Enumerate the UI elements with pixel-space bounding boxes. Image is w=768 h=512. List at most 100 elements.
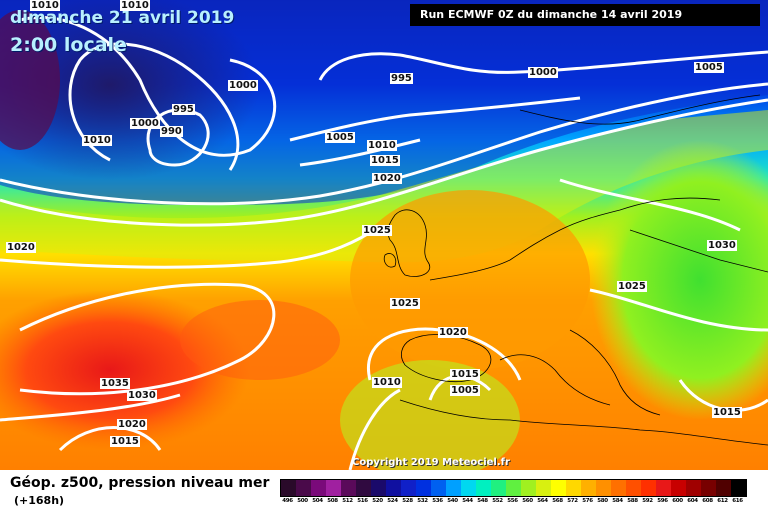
scale-label: 612 xyxy=(717,498,728,504)
isobar-label: 1000 xyxy=(228,80,258,91)
isobar-label: 1005 xyxy=(694,62,724,73)
scale-swatch xyxy=(656,480,671,496)
scale-label: 500 xyxy=(297,498,308,504)
scale-label: 604 xyxy=(687,498,698,504)
scale-label: 588 xyxy=(627,498,638,504)
isobar-label: 995 xyxy=(172,104,195,115)
scale-label: 496 xyxy=(282,498,293,504)
scale-label: 504 xyxy=(312,498,323,504)
color-scale-labels: 496 500 504 508 512 516 520 524 528 532 536 540 544 5… xyxy=(280,498,745,504)
scale-swatch xyxy=(356,480,371,496)
scale-swatch xyxy=(461,480,476,496)
isobar-label: 995 xyxy=(390,73,413,84)
isobar-label: 1010 xyxy=(372,377,402,388)
scale-swatch xyxy=(716,480,731,496)
scale-label: 592 xyxy=(642,498,653,504)
scale-swatch xyxy=(671,480,686,496)
scale-swatch xyxy=(431,480,446,496)
isobar-label: 1025 xyxy=(617,281,647,292)
isobar-label: 1000 xyxy=(130,118,160,129)
scale-swatch xyxy=(701,480,716,496)
scale-label: 600 xyxy=(672,498,683,504)
map-title: Géop. z500, pression niveau mer xyxy=(10,475,270,491)
isobar-label: 1015 xyxy=(370,155,400,166)
forecast-map: dimanche 21 avril 2019 2:00 locale Run E… xyxy=(0,0,768,470)
scale-swatch xyxy=(536,480,551,496)
isobar-label: 1020 xyxy=(6,242,36,253)
scale-swatch xyxy=(506,480,521,496)
isobar-label: 1020 xyxy=(438,327,468,338)
isobar-label: 1030 xyxy=(127,390,157,401)
isobar-label: 1025 xyxy=(390,298,420,309)
scale-swatch xyxy=(626,480,641,496)
scale-swatch xyxy=(551,480,566,496)
isobar-label: 1010 xyxy=(82,135,112,146)
scale-label: 544 xyxy=(462,498,473,504)
scale-swatch xyxy=(296,480,311,496)
scale-label: 548 xyxy=(477,498,488,504)
scale-swatch xyxy=(416,480,431,496)
scale-swatch xyxy=(341,480,356,496)
scale-swatch xyxy=(371,480,386,496)
isobar-label: 1005 xyxy=(325,132,355,143)
scale-swatch xyxy=(401,480,416,496)
copyright-notice: Copyright 2019 Meteociel.fr xyxy=(352,457,510,468)
scale-swatch xyxy=(311,480,326,496)
forecast-lead-time: (+168h) xyxy=(14,494,65,507)
scale-label: 560 xyxy=(522,498,533,504)
scale-swatch xyxy=(641,480,656,496)
scale-label: 524 xyxy=(387,498,398,504)
map-footer: Géop. z500, pression niveau mer (+168h) … xyxy=(0,470,768,512)
scale-swatch xyxy=(491,480,506,496)
scale-swatch xyxy=(386,480,401,496)
scale-swatch xyxy=(521,480,536,496)
isobar-label: 1015 xyxy=(712,407,742,418)
scale-label: 576 xyxy=(582,498,593,504)
isobar-label: 990 xyxy=(160,126,183,137)
scale-label: 608 xyxy=(702,498,713,504)
isobar-label: 1015 xyxy=(450,369,480,380)
scale-label: 556 xyxy=(507,498,518,504)
scale-label: 564 xyxy=(537,498,548,504)
scale-swatch xyxy=(446,480,461,496)
isobar-label: 1030 xyxy=(707,240,737,251)
scale-label: 572 xyxy=(567,498,578,504)
scale-swatch xyxy=(686,480,701,496)
scale-label: 568 xyxy=(552,498,563,504)
scale-label: 512 xyxy=(342,498,353,504)
forecast-date-title: dimanche 21 avril 2019 xyxy=(10,8,235,28)
scale-swatch xyxy=(281,480,296,496)
scale-label: 616 xyxy=(732,498,743,504)
isobar-label: 1015 xyxy=(110,436,140,447)
scale-label: 508 xyxy=(327,498,338,504)
isobar-label: 1025 xyxy=(362,225,392,236)
scale-label: 536 xyxy=(432,498,443,504)
scale-swatch xyxy=(476,480,491,496)
scale-label: 552 xyxy=(492,498,503,504)
scale-label: 520 xyxy=(372,498,383,504)
isobar-label: 1035 xyxy=(100,378,130,389)
isobar-label: 1010 xyxy=(120,0,150,11)
isobar-label: 1010 xyxy=(30,0,60,11)
color-scale xyxy=(280,479,747,497)
isobar-label: 1010 xyxy=(367,140,397,151)
scale-swatch xyxy=(566,480,581,496)
scale-swatch xyxy=(611,480,626,496)
scale-label: 532 xyxy=(417,498,428,504)
scale-swatch xyxy=(326,480,341,496)
scale-label: 584 xyxy=(612,498,623,504)
scale-label: 540 xyxy=(447,498,458,504)
isobar-label: 1000 xyxy=(528,67,558,78)
isobar-label: 1005 xyxy=(450,385,480,396)
isobar-lines xyxy=(0,16,768,470)
isobar-label: 1020 xyxy=(117,419,147,430)
isobar-label: 1020 xyxy=(372,173,402,184)
model-run-info: Run ECMWF 0Z du dimanche 14 avril 2019 xyxy=(410,4,760,26)
scale-label: 516 xyxy=(357,498,368,504)
scale-swatch xyxy=(731,480,746,496)
scale-swatch xyxy=(581,480,596,496)
forecast-local-time: 2:00 locale xyxy=(10,34,127,56)
scale-swatch xyxy=(596,480,611,496)
scale-label: 596 xyxy=(657,498,668,504)
scale-label: 580 xyxy=(597,498,608,504)
